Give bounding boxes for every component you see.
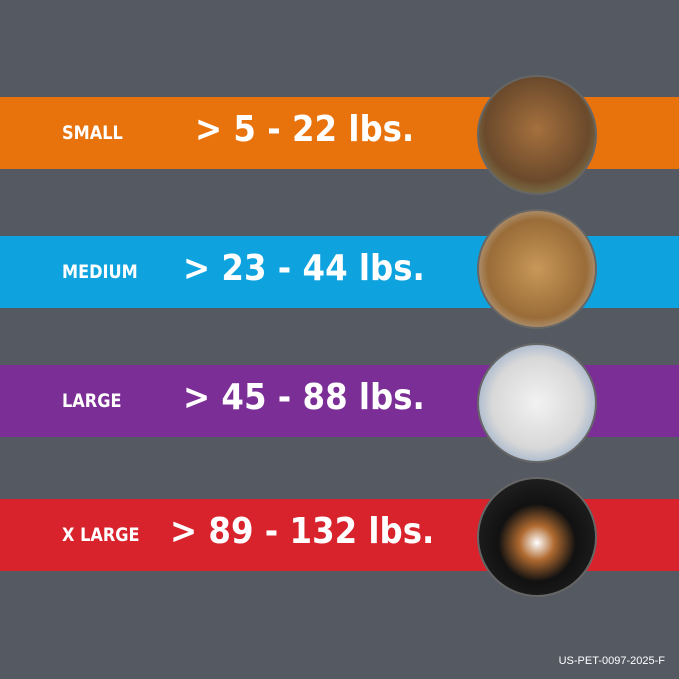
size-label: MEDIUM	[62, 261, 138, 283]
small-dog-photo	[477, 75, 597, 195]
xlarge-dog-photo	[477, 477, 597, 597]
large-dog-photo	[477, 343, 597, 463]
size-label: LARGE	[62, 390, 122, 412]
product-code: US-PET-0097-2025-F	[558, 655, 665, 667]
medium-dog-photo	[477, 209, 597, 329]
size-label: X LARGE	[62, 524, 140, 546]
size-label: SMALL	[62, 122, 123, 144]
weight-range: > 89 - 132 lbs.	[170, 511, 435, 552]
weight-range: > 23 - 44 lbs.	[183, 248, 425, 289]
weight-range: > 5 - 22 lbs.	[195, 109, 415, 150]
weight-range: > 45 - 88 lbs.	[183, 377, 425, 418]
